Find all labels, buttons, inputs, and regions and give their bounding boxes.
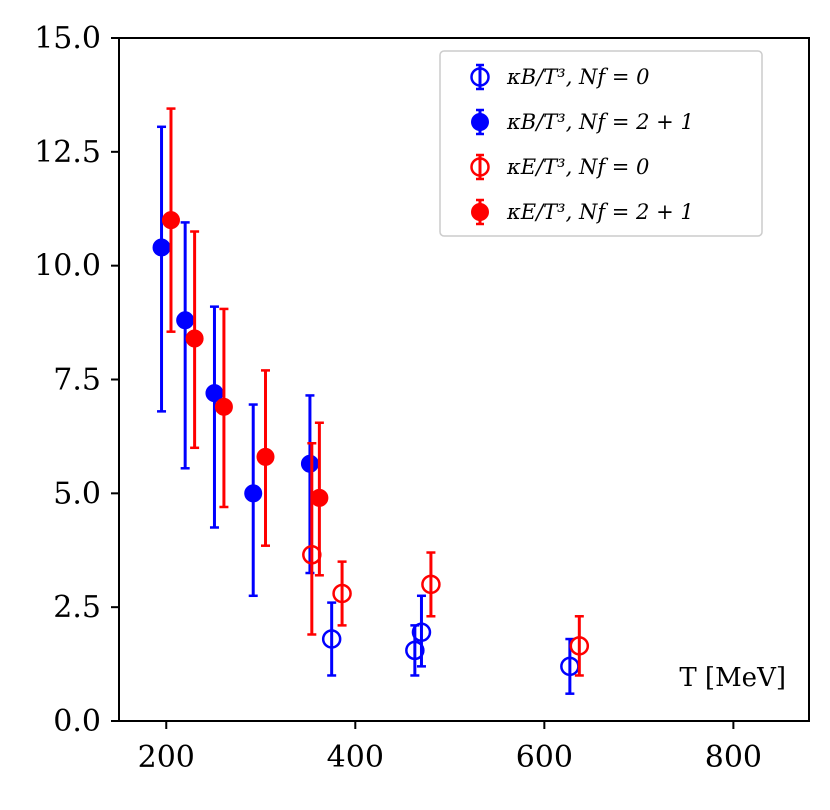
legend-label: κB/T³, Nf = 0 <box>506 65 650 89</box>
data-point <box>256 447 275 466</box>
data-point <box>332 583 352 604</box>
data-point <box>411 622 432 642</box>
data-point <box>244 484 263 503</box>
data-point <box>185 329 204 348</box>
x-tick-label: 600 <box>516 740 573 775</box>
legend-label: κE/T³, Nf = 2 + 1 <box>506 200 694 224</box>
legend-entries: κB/T³, Nf = 0 κB/T³, Nf = 2 + 1 κE/T³, Nf … <box>470 63 694 226</box>
data-point <box>152 238 171 257</box>
data-point <box>176 311 195 330</box>
legend-entry: κB/T³, Nf = 0 <box>470 63 650 91</box>
legend-entry: κE/T³, Nf = 0 <box>470 153 649 181</box>
legend-label: κB/T³, Nf = 2 + 1 <box>506 110 694 134</box>
y-tick-label: 7.5 <box>53 363 101 398</box>
x-axis: 200 400 600 800 <box>138 721 762 775</box>
x-axis-label: T [MeV] <box>679 663 786 693</box>
data-point <box>321 629 342 649</box>
legend-box <box>439 50 763 237</box>
data-point <box>214 397 233 416</box>
legend: κB/T³, Nf = 0 κB/T³, Nf = 2 + 1 κE/T³, Nf … <box>439 50 763 237</box>
y-tick-label: 15.0 <box>34 21 101 56</box>
x-tick-label: 800 <box>705 740 762 775</box>
y-tick-label: 2.5 <box>53 590 101 625</box>
legend-marker <box>470 67 490 87</box>
y-tick-label: 0.0 <box>53 704 101 739</box>
legend-marker <box>470 157 490 177</box>
data-point <box>310 488 329 507</box>
legend-marker <box>471 113 489 131</box>
data-point <box>300 454 319 473</box>
series-3 <box>161 107 329 577</box>
series-0 <box>321 594 580 695</box>
x-tick-label: 400 <box>327 740 384 775</box>
y-axis: 0.0 2.5 5.0 7.5 10.0 12.5 15.0 <box>34 21 119 739</box>
data-point <box>421 574 441 595</box>
legend-marker <box>471 203 489 221</box>
series-1 <box>152 125 319 598</box>
x-tick-label: 200 <box>138 740 195 775</box>
legend-label: κE/T³, Nf = 0 <box>506 155 649 179</box>
data-point <box>161 211 180 230</box>
y-tick-label: 12.5 <box>34 135 101 170</box>
series-2 <box>302 441 590 677</box>
legend-entry: κB/T³, Nf = 2 + 1 <box>471 108 694 136</box>
y-tick-label: 10.0 <box>34 249 101 284</box>
data-marks-layer <box>152 107 590 695</box>
y-tick-label: 5.0 <box>53 476 101 511</box>
data-point <box>405 640 425 661</box>
data-point <box>569 636 590 656</box>
legend-entry: κE/T³, Nf = 2 + 1 <box>471 198 694 226</box>
